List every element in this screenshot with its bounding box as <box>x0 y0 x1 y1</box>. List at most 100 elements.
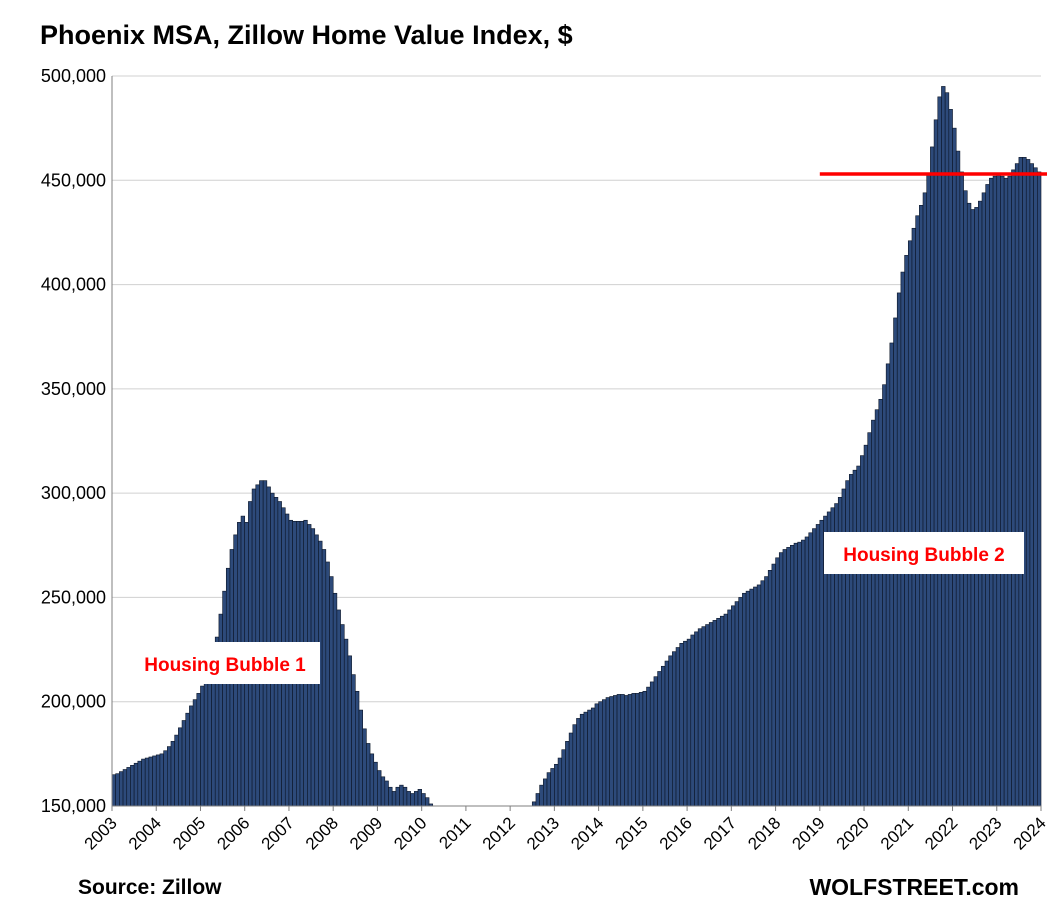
bar <box>200 685 205 807</box>
bar <box>167 746 172 807</box>
x-tick-label: 2021 <box>877 813 917 853</box>
bar <box>192 699 198 807</box>
bar <box>738 597 743 807</box>
bar <box>907 240 913 807</box>
bar <box>867 432 872 807</box>
bar <box>712 620 717 807</box>
bar <box>686 638 692 807</box>
bar <box>812 528 817 807</box>
bar <box>152 755 157 807</box>
bar <box>531 801 537 807</box>
bar <box>860 455 865 807</box>
bar <box>653 676 658 807</box>
bar <box>701 626 706 807</box>
bar <box>325 561 330 807</box>
bar <box>642 690 647 807</box>
bar <box>572 724 577 807</box>
bar <box>793 542 798 807</box>
y-tick-label: 450,000 <box>41 170 106 190</box>
bar <box>767 570 773 807</box>
bar <box>373 761 378 807</box>
x-tick-label: 2008 <box>302 813 342 853</box>
bar <box>583 711 588 807</box>
x-tick-label: 2012 <box>479 813 519 853</box>
bar <box>196 693 201 807</box>
bar <box>719 615 725 807</box>
x-tick-label: 2009 <box>346 813 386 853</box>
bar <box>395 786 400 807</box>
bar <box>708 622 714 807</box>
bar <box>332 592 338 807</box>
bar <box>922 192 928 807</box>
x-tick-label: 2005 <box>169 813 209 853</box>
bar <box>675 647 681 807</box>
bar <box>727 609 732 807</box>
bar <box>911 227 916 807</box>
bar <box>808 532 813 807</box>
bar-series <box>111 86 1042 807</box>
x-tick-label: 2022 <box>921 813 961 853</box>
x-tick-label: 2006 <box>213 813 253 853</box>
bar <box>790 544 795 807</box>
bar <box>406 791 411 807</box>
bar <box>388 786 393 807</box>
bar <box>668 655 673 807</box>
bar <box>845 480 850 807</box>
y-tick-label: 200,000 <box>41 692 106 712</box>
bar <box>705 624 710 807</box>
bar <box>181 720 187 807</box>
x-tick-label: 2016 <box>656 813 696 853</box>
x-tick-label: 2020 <box>833 813 873 853</box>
bar <box>133 762 139 807</box>
bar <box>627 694 633 807</box>
x-tick-label: 2007 <box>258 813 298 853</box>
y-tick-label: 300,000 <box>41 483 106 503</box>
bar <box>347 655 352 807</box>
bar <box>1029 163 1034 807</box>
bar <box>565 741 570 807</box>
bar <box>609 696 614 807</box>
bar <box>959 171 964 807</box>
bar <box>598 701 603 807</box>
source-label: Source: Zillow <box>78 876 222 899</box>
bar <box>402 786 408 807</box>
bar <box>421 793 426 807</box>
bar <box>919 205 924 807</box>
bar <box>978 200 983 807</box>
bar <box>878 398 883 807</box>
bar <box>605 697 610 807</box>
bar <box>974 207 979 807</box>
bar <box>778 552 784 807</box>
bar <box>119 771 124 807</box>
bar <box>753 586 758 807</box>
x-tick-label: 2023 <box>965 813 1005 853</box>
bar <box>683 640 688 807</box>
bar <box>163 750 168 807</box>
bar <box>579 713 585 807</box>
x-tick-label: 2013 <box>523 813 563 853</box>
bar <box>185 712 190 807</box>
bar <box>417 789 422 807</box>
bar <box>111 774 116 807</box>
x-tick-label: 2019 <box>788 813 828 853</box>
bar <box>207 665 212 807</box>
bar <box>815 524 821 807</box>
bar <box>874 409 880 807</box>
bar <box>786 547 791 807</box>
x-tick-label: 2003 <box>81 813 121 853</box>
bar <box>631 693 636 807</box>
bar <box>343 638 349 807</box>
bar <box>355 690 360 807</box>
bar <box>576 718 581 807</box>
bar <box>863 444 869 807</box>
bar <box>915 215 920 807</box>
bar <box>697 628 703 807</box>
bar <box>679 643 684 807</box>
bar <box>955 150 961 807</box>
annotation-label: Housing Bubble 2 <box>843 545 1005 566</box>
bar <box>340 624 345 807</box>
bar <box>852 469 857 807</box>
axes <box>111 76 1041 807</box>
y-tick-label: 150,000 <box>41 796 106 816</box>
annotation-label: Housing Bubble 1 <box>144 655 306 676</box>
